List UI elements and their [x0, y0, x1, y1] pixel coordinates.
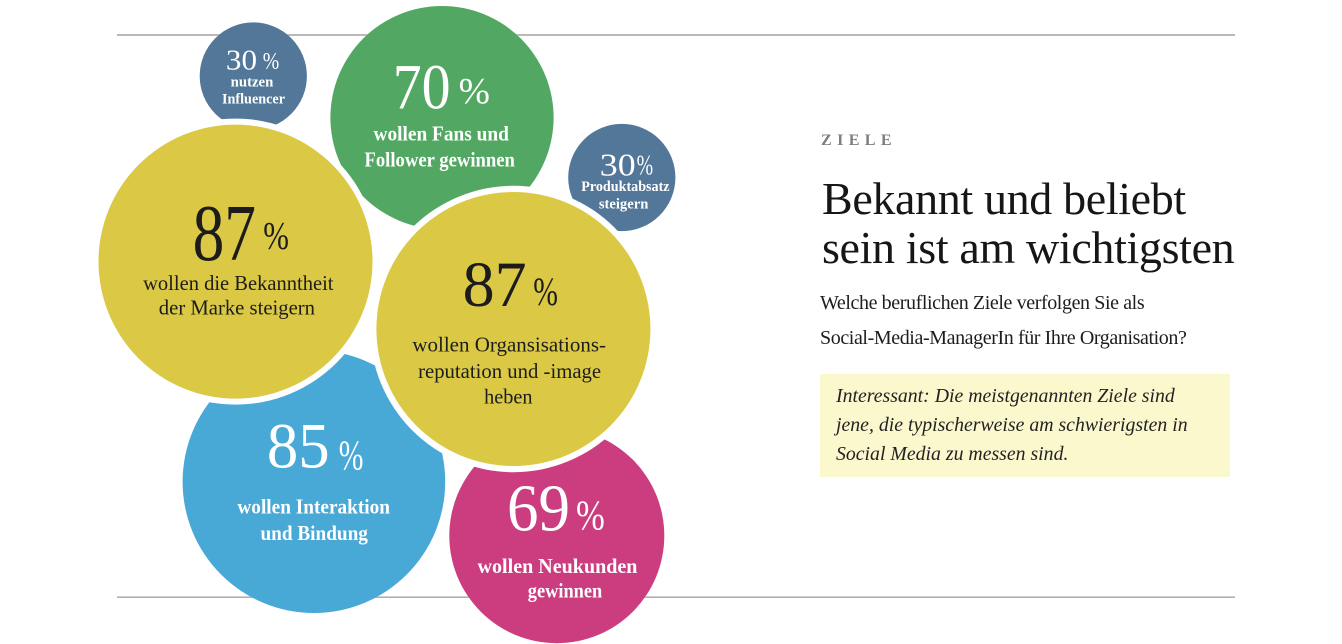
svg-text:und Bindung: und Bindung	[260, 521, 368, 545]
svg-text:%: %	[637, 150, 654, 181]
svg-text:70: 70	[393, 51, 451, 123]
svg-text:85: 85	[267, 411, 330, 482]
svg-text:%: %	[339, 434, 364, 480]
svg-text:30: 30	[600, 147, 636, 182]
svg-text:der Marke steigern: der Marke steigern	[159, 296, 316, 320]
svg-text:%: %	[576, 493, 605, 539]
svg-text:gewinnen: gewinnen	[528, 578, 603, 602]
svg-text:wollen Organsisations-: wollen Organsisations-	[412, 333, 606, 357]
svg-text:%: %	[459, 71, 490, 112]
svg-text:wollen Fans und: wollen Fans und	[374, 122, 510, 146]
svg-text:%: %	[263, 49, 280, 75]
svg-text:30: 30	[226, 46, 257, 77]
svg-text:87: 87	[193, 190, 256, 278]
svg-text:heben: heben	[484, 384, 533, 408]
svg-text:wollen Interaktion: wollen Interaktion	[237, 494, 390, 518]
svg-text:wollen Neukunden: wollen Neukunden	[478, 554, 638, 578]
svg-text:steigern: steigern	[599, 196, 649, 212]
svg-text:69: 69	[507, 471, 570, 545]
svg-text:reputation und -image: reputation und -image	[418, 359, 601, 383]
svg-text:wollen die Bekanntheit: wollen die Bekanntheit	[143, 271, 334, 295]
svg-text:nutzen: nutzen	[231, 74, 274, 90]
svg-text:%: %	[263, 214, 289, 258]
svg-text:Produktabsatz: Produktabsatz	[581, 179, 670, 195]
svg-text:87: 87	[463, 249, 527, 321]
svg-text:Follower gewinnen: Follower gewinnen	[364, 148, 515, 172]
svg-text:Influencer: Influencer	[222, 91, 285, 107]
svg-text:%: %	[533, 269, 558, 314]
